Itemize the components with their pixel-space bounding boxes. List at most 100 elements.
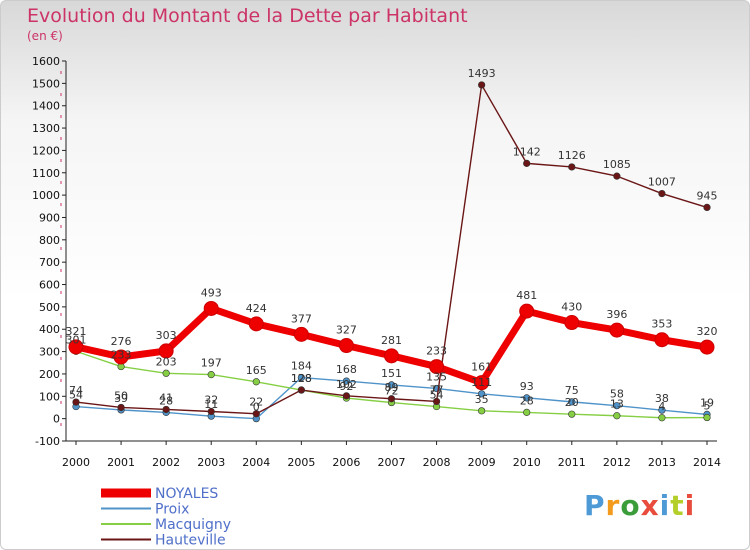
data-point-noyales	[519, 303, 535, 319]
data-point-hauteville	[72, 398, 80, 406]
data-label-noyales: 233	[426, 345, 447, 358]
data-point-proix	[523, 394, 531, 402]
y-tick-label: 0	[53, 413, 60, 426]
data-point-noyales	[338, 338, 354, 354]
y-tick-label: 200	[39, 368, 60, 381]
x-tick-label: 2007	[378, 456, 406, 469]
x-tick-label: 2013	[648, 456, 676, 469]
y-tick-label: 1400	[32, 100, 60, 113]
data-point-hauteville	[117, 403, 125, 412]
y-tick-label: 1100	[32, 167, 60, 180]
data-point-noyales	[474, 375, 490, 391]
x-tick-label: 2010	[513, 456, 541, 469]
data-label-hauteville: 22	[249, 396, 263, 409]
x-tick-label: 2008	[423, 456, 451, 469]
data-point-hauteville	[162, 405, 170, 414]
data-point-hauteville	[523, 159, 531, 167]
data-point-macquigny	[703, 413, 711, 422]
data-point-noyales	[429, 359, 445, 375]
data-label-hauteville: 128	[291, 372, 312, 385]
legend-label-noyales: NOYALES	[155, 486, 218, 502]
data-label-noyales: 430	[561, 301, 582, 314]
data-point-macquigny	[568, 410, 576, 418]
data-label-noyales: 281	[381, 334, 402, 347]
data-label-hauteville: 32	[204, 393, 218, 406]
logo-letter: r	[605, 489, 621, 522]
data-label-proix: 184	[291, 360, 312, 373]
x-tick-label: 2012	[603, 456, 631, 469]
data-label-hauteville: 89	[385, 381, 399, 394]
data-label-proix: 28	[159, 394, 173, 407]
data-point-proix	[342, 377, 351, 385]
y-tick-label: 300	[39, 346, 60, 359]
data-label-proix: 111	[471, 376, 492, 389]
data-point-noyales	[654, 332, 670, 348]
data-label-macquigny: 28	[520, 394, 534, 407]
data-label-proix: 0	[253, 401, 260, 414]
data-point-noyales	[248, 316, 264, 332]
logo-letter: i	[684, 489, 696, 522]
data-label-proix: 38	[655, 392, 669, 405]
data-point-hauteville	[297, 386, 305, 394]
x-tick-label: 2001	[107, 456, 135, 469]
data-point-hauteville	[432, 397, 441, 406]
data-point-noyales	[68, 339, 84, 355]
data-label-proix: 58	[610, 388, 624, 401]
logo-letter: o	[620, 489, 641, 522]
legend-label-macquigny: Macquigny	[155, 517, 231, 533]
y-tick-label: 900	[39, 211, 60, 224]
data-point-hauteville	[387, 395, 396, 403]
logo-letter: x	[640, 489, 660, 522]
data-label-hauteville: 41	[159, 391, 173, 404]
data-point-proix	[658, 406, 666, 414]
data-point-proix	[568, 398, 576, 406]
data-point-hauteville	[478, 81, 486, 89]
data-point-macquigny	[478, 407, 486, 415]
y-tick-label: 800	[39, 234, 60, 247]
data-label-proix: 135	[426, 370, 447, 383]
x-tick-label: 2000	[62, 456, 90, 469]
legend-label-proix: Proix	[155, 502, 189, 518]
logo-letter: i	[659, 489, 671, 522]
data-label-noyales: 377	[291, 312, 312, 325]
data-label-macquigny: 72	[385, 385, 399, 398]
data-label-noyales: 353	[651, 318, 672, 331]
data-label-macquigny: 54	[430, 389, 444, 402]
data-label-noyales: 303	[156, 329, 177, 342]
y-tick-label: 100	[39, 390, 60, 403]
data-point-noyales	[564, 315, 580, 331]
data-label-proix: 168	[336, 363, 357, 376]
chart-subtitle: (en €)	[27, 29, 63, 43]
data-label-noyales: 396	[606, 308, 627, 321]
data-point-proix	[387, 381, 396, 389]
data-label-proix: 151	[381, 367, 402, 380]
data-point-macquigny	[207, 371, 215, 379]
data-label-proix: 75	[565, 384, 579, 397]
data-label-proix: 93	[520, 380, 534, 393]
data-label-macquigny: 165	[246, 364, 267, 377]
data-point-macquigny	[613, 412, 621, 420]
y-tick-label: 400	[39, 323, 60, 336]
data-point-noyales	[384, 348, 399, 364]
x-tick-label: 2002	[152, 456, 180, 469]
x-tick-label: 2011	[558, 456, 586, 469]
data-label-macquigny: 203	[156, 355, 177, 368]
data-label-proix: 11	[204, 398, 218, 411]
data-label-macquigny: 128	[291, 372, 312, 385]
data-label-noyales: 424	[246, 302, 267, 315]
y-tick-label: -100	[35, 435, 60, 448]
data-label-hauteville: 1085	[603, 158, 631, 171]
data-label-macquigny: 301	[66, 333, 87, 346]
data-point-hauteville	[703, 203, 711, 212]
data-point-hauteville	[613, 172, 621, 180]
data-label-macquigny: 92	[339, 380, 353, 393]
data-point-noyales	[113, 349, 129, 365]
data-label-noyales: 276	[111, 335, 132, 348]
logo-letter: P	[584, 489, 606, 522]
x-tick-label: 2009	[468, 456, 496, 469]
data-label-noyales: 481	[516, 289, 537, 302]
data-label-macquigny: 4	[658, 400, 665, 413]
legend-label-hauteville: Hauteville	[155, 533, 226, 549]
